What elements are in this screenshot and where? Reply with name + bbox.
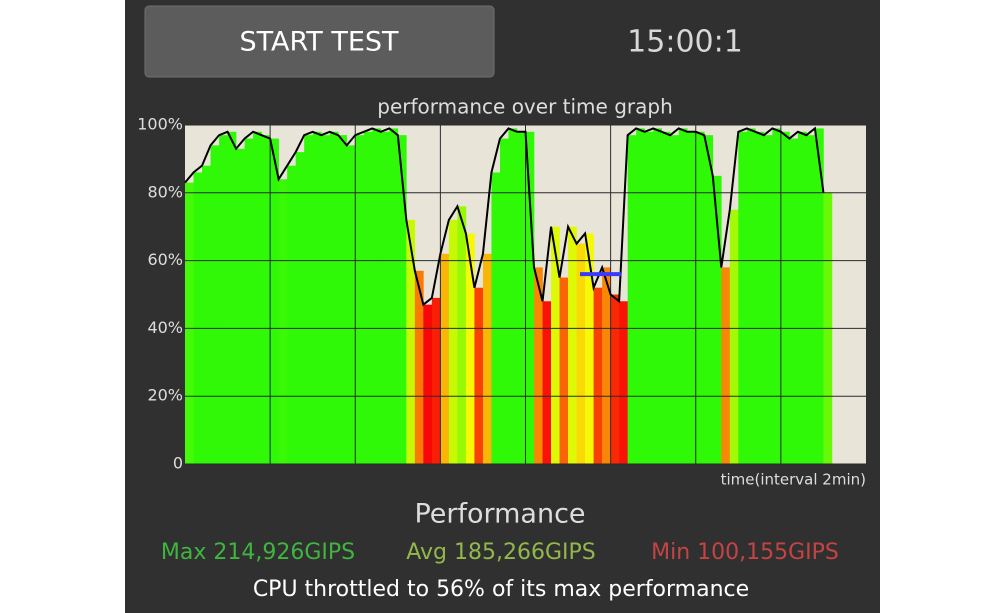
heat-bar: [627, 135, 637, 465]
heat-bar: [423, 304, 433, 464]
heat-bar: [738, 131, 748, 464]
heat-bar: [534, 267, 543, 464]
heat-bar: [295, 152, 305, 464]
heat-bar: [525, 131, 535, 464]
throttle-note: CPU throttled to 56% of its max performa…: [253, 577, 749, 602]
heat-bar: [457, 206, 467, 465]
heat-bar: [270, 138, 279, 464]
heat-bar: [661, 131, 671, 464]
heat-bar: [729, 209, 739, 464]
min-label: Min 100,155GIPS: [651, 540, 839, 565]
heat-bar: [542, 301, 552, 464]
heat-bar: [789, 138, 799, 464]
heat-bar: [329, 131, 339, 464]
heat-bar: [576, 243, 586, 464]
heat-bar: [406, 219, 416, 464]
start-button-label[interactable]: START TEST: [239, 27, 399, 58]
heat-bar: [287, 165, 296, 464]
heat-bar: [389, 128, 399, 464]
heat-bar: [465, 233, 475, 464]
heat-bar: [551, 226, 560, 464]
heat-bar: [253, 131, 262, 464]
y-tick-label: 100%: [137, 115, 183, 134]
heat-bar: [397, 135, 407, 465]
heat-bar: [721, 267, 731, 464]
y-tick-label: 0: [173, 454, 183, 473]
heat-bar: [219, 135, 228, 465]
heat-bar: [746, 128, 756, 464]
heat-bar: [321, 135, 331, 465]
max-label: Max 214,926GIPS: [161, 540, 355, 565]
heat-bar: [687, 131, 697, 464]
heat-bar: [568, 226, 577, 464]
heat-bar: [278, 179, 288, 465]
heat-bar: [559, 277, 569, 464]
heat-bar: [508, 128, 518, 464]
y-tick-label: 60%: [147, 250, 183, 269]
heat-bar: [312, 131, 322, 464]
heat-bar: [797, 131, 807, 464]
heat-bar: [772, 128, 782, 464]
heat-bar: [780, 131, 790, 464]
heat-bar: [755, 131, 765, 464]
chart-title: performance over time graph: [377, 95, 673, 119]
heat-bar: [355, 135, 365, 465]
heat-bar: [236, 148, 245, 465]
performance-line: [184, 126, 825, 307]
heat-bar: [380, 131, 390, 464]
heat-bar: [431, 297, 441, 464]
heat-bar: [372, 128, 382, 464]
heat-bar: [448, 219, 458, 464]
y-tick-label: 20%: [147, 386, 183, 405]
summary-title: Performance: [414, 499, 585, 530]
heat-bar: [585, 233, 594, 464]
heat-bar: [763, 135, 773, 465]
heat-bar: [346, 145, 356, 464]
heat-bar: [678, 128, 688, 464]
heat-bar: [653, 128, 662, 464]
heat-bar: [244, 138, 254, 464]
y-tick-label: 80%: [147, 182, 183, 201]
heat-bar: [516, 131, 526, 464]
heat-bar: [202, 165, 211, 464]
heat-bar: [806, 135, 816, 465]
heat-bar: [193, 172, 203, 464]
avg-label: Avg 185,266GIPS: [406, 540, 595, 565]
heat-bar: [227, 131, 237, 464]
heat-bar: [210, 145, 220, 464]
heat-bar: [610, 294, 620, 464]
x-axis-label: time(interval 2min): [721, 471, 866, 489]
y-tick-label: 40%: [147, 318, 183, 337]
heat-bar: [602, 267, 611, 464]
heat-bar: [474, 287, 484, 464]
timer: 15:00:1: [627, 25, 743, 60]
heat-bar: [619, 301, 628, 464]
heat-bar: [670, 135, 680, 465]
heat-bar: [261, 135, 271, 465]
heat-bar: [499, 138, 509, 464]
heat-bar: [304, 135, 313, 465]
heat-bar: [712, 175, 722, 464]
heat-bar: [695, 131, 705, 464]
heat-bar: [440, 253, 450, 464]
heat-bar: [482, 253, 492, 464]
heat-bar: [644, 131, 654, 464]
heat-bar: [593, 287, 603, 464]
heat-bar: [338, 135, 348, 465]
plot: 0 20% 40% 60% 80% 100%: [137, 115, 866, 473]
heat-bar: [491, 172, 501, 464]
heat-bar: [814, 128, 824, 464]
heat-bar: [363, 131, 373, 464]
heat-bar: [185, 182, 194, 464]
heat-bar: [636, 128, 645, 464]
heat-bar: [414, 270, 424, 464]
heat-bar: [704, 135, 714, 465]
start-button[interactable]: [144, 5, 495, 78]
